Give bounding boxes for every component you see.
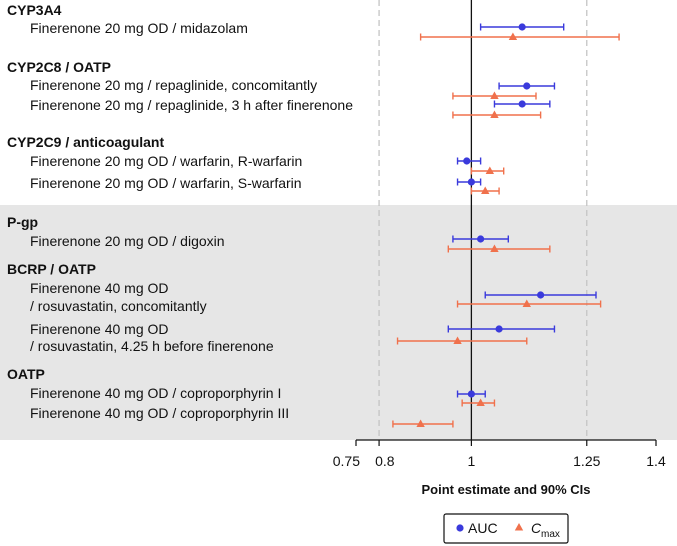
legend-auc-label: AUC	[468, 520, 498, 536]
legend-auc-marker	[456, 524, 464, 532]
auc-point	[518, 100, 526, 108]
auc-point	[463, 157, 471, 165]
row-label: Finerenone 20 mg OD / warfarin, S-warfar…	[30, 175, 302, 191]
row-label: Finerenone 20 mg / repaglinide, concomit…	[30, 77, 317, 93]
auc-point	[477, 235, 485, 243]
group-title: OATP	[7, 366, 45, 382]
auc-point	[537, 291, 545, 299]
group-title: P-gp	[7, 214, 38, 230]
x-tick-label: 1	[467, 453, 475, 469]
auc-point	[467, 390, 475, 398]
row-label: Finerenone 20 mg OD / warfarin, R-warfar…	[30, 153, 302, 169]
legend-box	[443, 513, 569, 544]
cmax-point	[476, 398, 485, 406]
cmax-point	[522, 299, 531, 307]
auc-point	[523, 82, 531, 90]
group-title: CYP2C8 / OATP	[7, 59, 111, 75]
row-label: Finerenone 20 mg OD / digoxin	[30, 233, 225, 249]
row-label: Finerenone 20 mg OD / midazolam	[30, 20, 248, 36]
x-axis-title: Point estimate and 90% CIs	[421, 482, 590, 497]
legend-cmax-marker	[514, 523, 524, 531]
auc-point	[467, 178, 475, 186]
cmax-point	[416, 419, 425, 427]
group-title: CYP2C9 / anticoagulant	[7, 134, 164, 150]
row-label: / rosuvastatin, concomitantly	[30, 298, 207, 314]
cmax-point	[453, 336, 462, 344]
group-title: CYP3A4	[7, 2, 62, 18]
cmax-point	[508, 32, 518, 40]
cmax-point	[481, 186, 490, 194]
row-label: Finerenone 20 mg / repaglinide, 3 h afte…	[30, 97, 353, 113]
x-tick-label: 0.8	[375, 453, 395, 469]
cmax-point	[490, 110, 499, 118]
row-label: Finerenone 40 mg OD / coproporphyrin III	[30, 405, 289, 421]
auc-point	[518, 23, 526, 31]
row-label: Finerenone 40 mg OD / coproporphyrin I	[30, 385, 281, 401]
x-tick-label: 1.4	[646, 453, 666, 469]
cmax-point	[490, 244, 499, 252]
shaded-region	[0, 205, 677, 440]
row-label: / rosuvastatin, 4.25 h before finerenone	[30, 338, 274, 354]
cmax-point	[490, 91, 499, 99]
row-label: Finerenone 40 mg OD	[30, 280, 169, 296]
legend-cmax-label: C	[531, 520, 542, 536]
x-tick-label: 0.75	[333, 453, 360, 469]
group-title: BCRP / OATP	[7, 261, 96, 277]
x-tick-label: 1.25	[573, 453, 600, 469]
auc-point	[495, 325, 503, 333]
legend-cmax-sub: max	[541, 529, 560, 540]
cmax-point	[485, 166, 495, 174]
row-label: Finerenone 40 mg OD	[30, 321, 169, 337]
